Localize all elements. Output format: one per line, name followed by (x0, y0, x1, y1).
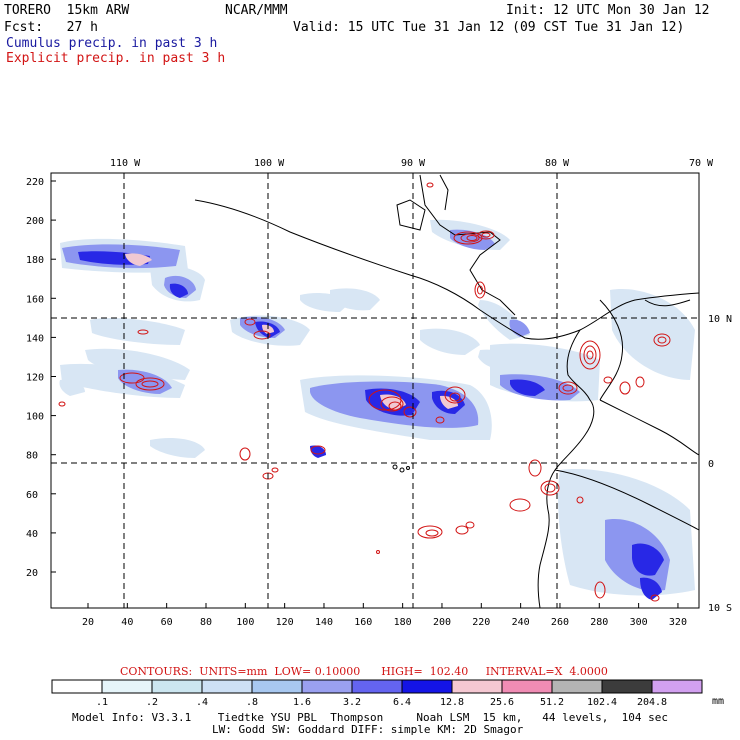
precip-colorbar: .1.2.4.8 1.6 3.2 6.4 12.8 25.6 51.2 102.4 204.8 … (51, 679, 724, 708)
colorbar-label: 102.4 (587, 697, 617, 708)
org-label: NCAR/MMM (225, 3, 288, 18)
bottom-tick-label: 80 (200, 617, 212, 628)
bottom-tick-label: 200 (433, 617, 451, 628)
cumulus-legend: Cumulus precip. in past 3 h (6, 36, 218, 51)
left-tick-label: 160 (26, 294, 44, 305)
bottom-tick-label: 100 (236, 617, 254, 628)
model-info-line-2: LW: Godd SW: Goddard DIFF: simple KM: 2D… (212, 723, 524, 736)
bottom-tick-label: 220 (472, 617, 490, 628)
forecast-hour: Fcst: 27 h (4, 20, 98, 35)
left-tick-label: 80 (26, 451, 38, 462)
bottom-tick-label: 60 (161, 617, 173, 628)
lon-label-90w: 90 W (401, 158, 426, 169)
colorbar-swatch (51, 679, 103, 694)
bottom-tick-label: 240 (512, 617, 530, 628)
colorbar-swatch (401, 679, 453, 694)
colorbar-swatch (551, 679, 603, 694)
map-frame (50, 172, 700, 609)
left-tick-label: 200 (26, 216, 44, 227)
axis-ticks (51, 180, 679, 608)
colorbar-label: .1 (96, 697, 108, 708)
colorbar-swatch (201, 679, 253, 694)
bottom-tick-label: 140 (315, 617, 333, 628)
lat-label-0: 0 (708, 459, 714, 470)
contours-info: CONTOURS: UNITS=mm LOW= 0.10000 HIGH= 10… (120, 665, 608, 678)
colorbar-swatch (301, 679, 353, 694)
colorbar-swatch (351, 679, 403, 694)
colorbar-swatch (651, 679, 703, 694)
colorbar-label: 1.6 (293, 697, 311, 708)
left-tick-label: 180 (26, 255, 44, 266)
colorbar-unit: mm (712, 696, 724, 707)
colorbar-label: 12.8 (440, 697, 464, 708)
left-tick-label: 60 (26, 490, 38, 501)
left-tick-label: 40 (26, 529, 38, 540)
model-info-line-1: Model Info: V3.3.1 Tiedtke YSU PBL Thomp… (72, 711, 669, 724)
lon-label-100w: 100 W (254, 158, 285, 169)
bottom-tick-label: 260 (551, 617, 569, 628)
colorbar-swatch (601, 679, 653, 694)
colorbar-swatch (101, 679, 153, 694)
lon-label-80w: 80 W (545, 158, 570, 169)
right-latitude-labels: 10 N 0 10 S (708, 314, 732, 614)
colorbar-label: 51.2 (540, 697, 564, 708)
valid-time: Valid: 15 UTC Tue 31 Jan 12 (09 CST Tue … (293, 20, 685, 35)
colorbar-swatch (151, 679, 203, 694)
bottom-tick-label: 120 (276, 617, 294, 628)
colorbar-swatch (251, 679, 303, 694)
top-longitude-labels: 110 W 100 W 90 W 80 W 70 W (110, 158, 714, 169)
init-time: Init: 12 UTC Mon 30 Jan 12 (506, 3, 710, 18)
colorbar-swatch (501, 679, 553, 694)
left-tick-label: 20 (26, 568, 38, 579)
colorbar-label: 204.8 (637, 697, 667, 708)
colorbar-label: 25.6 (490, 697, 514, 708)
colorbar-label: .8 (246, 697, 258, 708)
bottom-tick-label: 320 (669, 617, 687, 628)
bottom-tick-label: 280 (590, 617, 608, 628)
lon-label-110w: 110 W (110, 158, 141, 169)
colorbar-label: .2 (146, 697, 158, 708)
lon-label-70w: 70 W (689, 158, 714, 169)
colorbar-label: 3.2 (343, 697, 361, 708)
bottom-tick-label: 300 (630, 617, 648, 628)
lat-lon-grid (51, 173, 699, 608)
left-tick-label: 120 (26, 373, 44, 384)
colorbar-label: 6.4 (393, 697, 411, 708)
left-tick-label: 140 (26, 333, 44, 344)
cumulus-precip-fields (59, 219, 695, 600)
lat-label-10s: 10 S (708, 603, 732, 614)
left-tick-label: 220 (26, 177, 44, 188)
coastlines (194, 174, 700, 609)
bottom-tick-label: 20 (82, 617, 94, 628)
colorbar-swatch (451, 679, 503, 694)
bottom-grid-tick-labels: 20 40 60 80 100 120 140 160 180 200 220 240 260 280 30… (82, 617, 687, 628)
left-tick-label: 100 (26, 412, 44, 423)
left-grid-tick-labels: 220 200 180 160 140 120 100 80 60 40 20 (26, 177, 44, 579)
colorbar-label: .4 (196, 697, 208, 708)
bottom-tick-label: 40 (121, 617, 133, 628)
model-title: TORERO 15km ARW (4, 3, 130, 18)
explicit-legend: Explicit precip. in past 3 h (6, 51, 226, 66)
lat-label-10n: 10 N (708, 314, 732, 325)
bottom-tick-label: 160 (354, 617, 372, 628)
bottom-tick-label: 180 (394, 617, 412, 628)
